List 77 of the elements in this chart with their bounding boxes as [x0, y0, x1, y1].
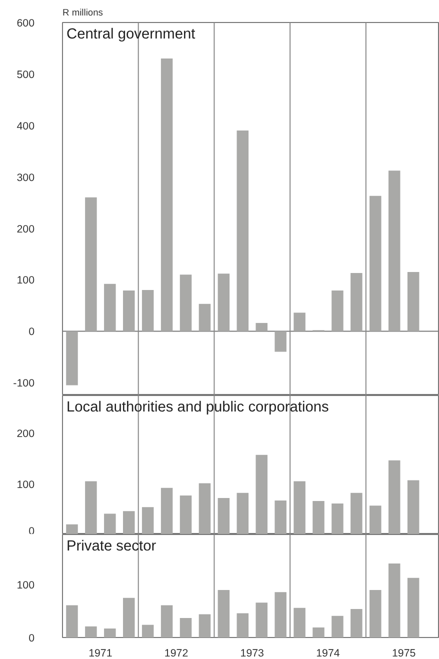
- bar: [160, 605, 173, 638]
- x-tick-label: 1975: [392, 648, 416, 659]
- bar: [198, 614, 211, 638]
- bar: [312, 501, 324, 534]
- bar: [350, 608, 362, 638]
- bar: [122, 598, 135, 638]
- bar: [85, 626, 97, 638]
- bar: [198, 304, 211, 332]
- x-tick-label: 1973: [240, 648, 264, 659]
- bar: [332, 616, 344, 638]
- bar: [407, 480, 420, 534]
- bar: [66, 524, 78, 534]
- bar: [122, 290, 135, 332]
- y-tick-label: 400: [16, 120, 35, 132]
- y-tick-label: 200: [16, 223, 35, 236]
- bar: [388, 564, 400, 638]
- bar: [142, 507, 154, 534]
- bar: [122, 511, 135, 534]
- bar: [332, 504, 344, 534]
- bar: [160, 488, 173, 534]
- bar: [142, 624, 154, 638]
- bar: [160, 58, 173, 332]
- bar: [332, 290, 344, 332]
- bar: [294, 608, 306, 638]
- y-tick-label: 200: [16, 428, 35, 440]
- bar: [85, 197, 97, 332]
- bar: [407, 272, 420, 332]
- bar: [104, 628, 116, 638]
- bar: [388, 460, 400, 534]
- bar: [294, 312, 306, 332]
- bar: [180, 618, 192, 638]
- bar: [256, 454, 268, 534]
- bar: [180, 495, 192, 534]
- chart-title: Local authorities and public corporations: [66, 400, 329, 416]
- bar: [218, 498, 230, 534]
- bar: [294, 481, 306, 534]
- y-tick-label: 100: [16, 580, 35, 592]
- bar: [256, 322, 268, 332]
- y-axis-title: R millions: [62, 8, 104, 18]
- bar: [66, 605, 78, 638]
- bar: [66, 331, 78, 386]
- y-tick-label: 600: [16, 18, 35, 30]
- bar: [85, 481, 97, 534]
- bar: [274, 500, 286, 534]
- bar: [312, 627, 324, 638]
- bar: [407, 578, 420, 638]
- x-tick-label: 1974: [316, 648, 340, 659]
- y-tick-label: -100: [13, 378, 35, 390]
- bar: [236, 130, 249, 332]
- bar: [388, 170, 400, 332]
- bar: [350, 273, 362, 332]
- bar: [370, 506, 382, 534]
- bar: [350, 492, 362, 534]
- bar: [218, 590, 230, 638]
- bar: [104, 514, 116, 534]
- chart-title: Private sector: [66, 538, 156, 554]
- y-tick-label: 0: [28, 632, 35, 644]
- bar: [274, 592, 286, 638]
- bar: [104, 284, 116, 332]
- bar: [256, 602, 268, 638]
- bar: [236, 492, 249, 534]
- bar: [142, 290, 154, 332]
- bar: [274, 331, 286, 352]
- x-tick-label: 1971: [88, 648, 112, 659]
- bar: [180, 274, 192, 332]
- bar: [236, 613, 249, 638]
- y-tick-label: 500: [16, 68, 35, 81]
- y-tick-label: 0: [28, 326, 35, 338]
- x-tick-label: 1972: [164, 648, 188, 659]
- y-tick-label: 100: [16, 274, 35, 287]
- bar: [198, 483, 211, 534]
- y-tick-label: 100: [16, 478, 35, 491]
- bar: [370, 196, 382, 332]
- bar: [370, 590, 382, 638]
- bar: [218, 274, 230, 332]
- chart-title: Central government: [66, 26, 196, 42]
- y-tick-label: 300: [16, 172, 35, 184]
